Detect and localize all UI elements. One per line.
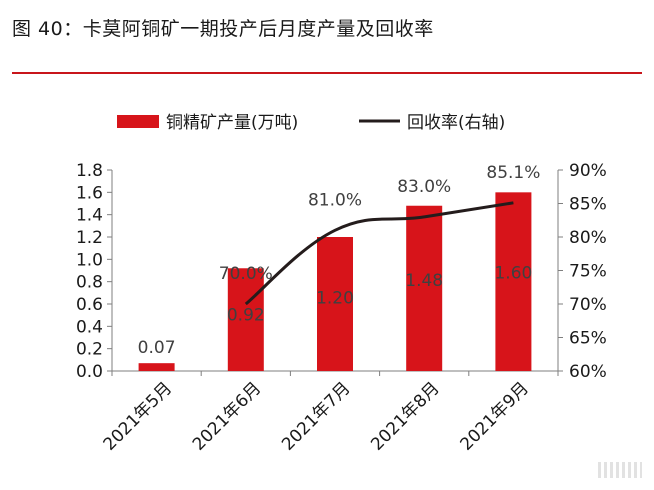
figure-title: 图 40：卡莫阿铜矿一期投产后月度产量及回收率 [12,18,434,40]
y-left-tick-label: 1.8 [76,161,103,181]
legend-bar-swatch [117,115,159,128]
bar-data-label: 1.60 [494,264,532,284]
x-tick-label: 2021年7月 [278,378,354,454]
data-labels: 0.07 0.92 1.20 1.48 1.60 70.0% 81.0% 83.0% 85.1% [138,163,541,358]
legend-line-label: 回收率(右轴) [407,113,505,133]
y-left-tick-label: 1.2 [76,228,103,248]
line-data-label: 83.0% [397,177,451,197]
title-rule [12,72,642,74]
legend: 铜精矿产量(万吨) 回收率(右轴) [117,113,505,133]
series-line [244,201,514,306]
line-data-label: 70.0% [219,264,273,284]
y-left-tick-label: 0.8 [76,273,103,293]
y-left-tick-label: 1.0 [76,250,103,270]
y-left-tick-label: 0.0 [76,362,103,382]
line-data-label: 81.0% [308,190,362,210]
x-tick-label: 2021年5月 [100,378,176,454]
y-left-tick-label: 0.6 [76,295,103,315]
y-left-tick-label: 0.4 [76,317,103,337]
y-left-tick-label: 1.6 [76,183,103,203]
bar [317,237,353,371]
bar-data-label: 0.07 [138,338,176,358]
bar [495,192,532,371]
line-data-label: 85.1% [486,163,540,183]
y-left-tick-label: 1.4 [76,206,103,226]
y-right-tick-label: 70% [569,295,607,315]
bar [227,268,264,371]
x-tick-label: 2021年9月 [457,378,533,454]
y-right-tick-label: 75% [569,262,607,282]
watermark [598,462,642,478]
recovery-rate-line [244,201,514,306]
y-right-tick-label: 85% [569,195,607,215]
bar [138,363,175,371]
y-right-tick-label: 60% [569,362,607,382]
bar [406,205,443,371]
bar-data-label: 1.20 [316,288,354,308]
y-right-tick-label: 90% [569,161,607,181]
legend-bar-label: 铜精矿产量(万吨) [166,113,298,133]
y-left-tick-label: 0.2 [76,340,103,360]
y-right-tick-label: 65% [569,329,607,349]
y-right-tick-label: 80% [569,228,607,248]
bar-data-label: 0.92 [227,305,265,325]
x-tick-label: 2021年8月 [367,378,443,454]
x-tick-label: 2021年6月 [189,378,265,454]
bar-data-label: 1.48 [405,271,443,291]
bars [138,192,532,371]
